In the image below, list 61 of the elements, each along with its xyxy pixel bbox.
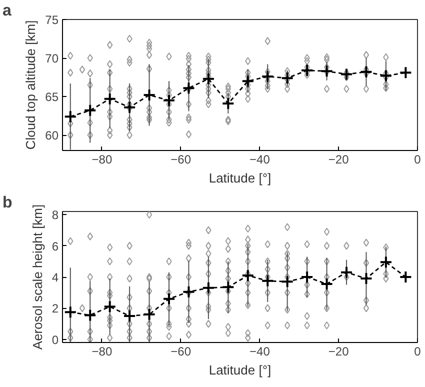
x-tick-label: −40 xyxy=(250,152,270,166)
x-axis-title: Latitude [°] xyxy=(208,170,272,186)
point xyxy=(103,92,116,106)
text: a xyxy=(2,2,12,20)
y-tick-label: 2 xyxy=(52,302,59,316)
point xyxy=(182,285,196,298)
point xyxy=(300,270,314,284)
point xyxy=(142,88,156,102)
point xyxy=(320,64,334,78)
point xyxy=(280,72,294,85)
point xyxy=(142,308,156,321)
point xyxy=(280,275,294,288)
y-axis-title: Cloud top altitude [km] xyxy=(23,20,38,150)
point xyxy=(300,64,314,77)
x-tick-label: 0 xyxy=(414,344,422,358)
point xyxy=(379,69,392,82)
point xyxy=(182,82,196,95)
y-tick-label: 70 xyxy=(45,52,59,66)
point xyxy=(162,94,176,107)
y-tick-label: 65 xyxy=(45,90,59,104)
point xyxy=(64,306,77,319)
point xyxy=(340,266,353,279)
point xyxy=(261,274,274,288)
x-tick-label: 0 xyxy=(414,152,422,166)
point xyxy=(64,110,77,124)
x-tick-label: −80 xyxy=(92,152,112,166)
point xyxy=(360,272,373,286)
y-tick-label: 0 xyxy=(52,332,59,347)
x-tick-label: −20 xyxy=(328,152,350,166)
point xyxy=(202,72,215,86)
x-tick-label: −60 xyxy=(170,152,192,166)
point xyxy=(379,256,392,269)
point xyxy=(84,104,97,117)
point xyxy=(222,96,235,110)
point xyxy=(320,278,334,291)
point xyxy=(103,300,116,314)
y-tick-label: 4 xyxy=(52,270,59,284)
point xyxy=(202,281,215,294)
y-tick-label: 75 xyxy=(45,13,59,27)
x-tick-label: −20 xyxy=(328,344,350,358)
point xyxy=(162,292,176,306)
point xyxy=(360,65,373,78)
point xyxy=(261,70,274,84)
x-tick-label: −40 xyxy=(250,344,270,358)
y-tick-label: 8 xyxy=(52,208,59,222)
y-axis-title: Aerosol scale height [km] xyxy=(30,204,45,350)
point xyxy=(123,309,136,322)
point xyxy=(340,68,353,81)
x-tick-label: −80 xyxy=(92,344,112,358)
point xyxy=(222,280,235,294)
text: b xyxy=(2,194,12,212)
point xyxy=(399,66,412,80)
point xyxy=(241,268,254,282)
y-tick-label: 60 xyxy=(45,128,59,143)
y-tick-label: 6 xyxy=(52,239,59,254)
x-tick-label: −60 xyxy=(170,344,192,358)
point xyxy=(123,100,136,114)
point xyxy=(241,74,254,88)
x-axis-title: Latitude [°] xyxy=(208,362,272,378)
point xyxy=(84,308,97,322)
point xyxy=(399,270,412,284)
